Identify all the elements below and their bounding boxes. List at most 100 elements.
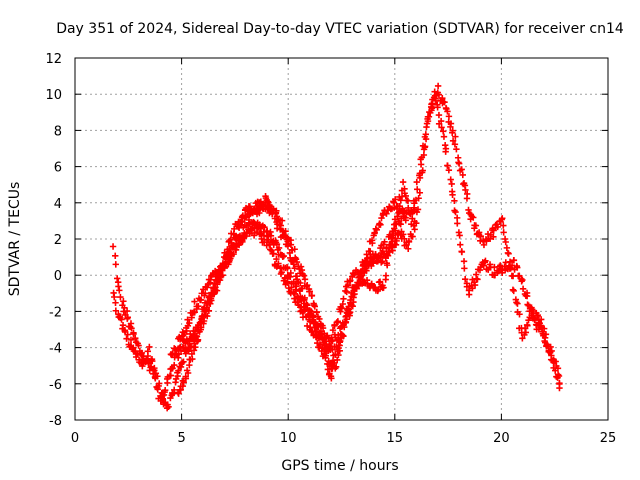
data-point-track-a xyxy=(469,285,476,292)
data-point-track-b xyxy=(442,104,450,112)
data-point-track-b xyxy=(463,195,471,202)
data-point-track-a xyxy=(449,191,456,199)
data-point-track-a xyxy=(405,245,412,252)
data-point-track-a xyxy=(414,206,422,213)
data-point-track-d xyxy=(184,369,192,377)
y-tick-label: 2 xyxy=(54,233,62,248)
data-point-track-b xyxy=(537,316,545,323)
data-point-track-d xyxy=(319,324,327,332)
data-point-track-a xyxy=(519,276,526,284)
data-point-track-d xyxy=(272,209,280,216)
data-point-track-d xyxy=(341,319,349,327)
data-point-track-b xyxy=(447,123,454,131)
data-point-track-a xyxy=(472,271,480,278)
data-point-track-d xyxy=(215,276,222,284)
data-point-track-d xyxy=(292,255,300,263)
data-point-track-b xyxy=(542,331,550,338)
data-point-track-c xyxy=(375,252,382,260)
data-point-track-c xyxy=(280,252,288,260)
y-tick-label: 0 xyxy=(54,269,62,284)
data-point-track-a xyxy=(451,197,458,205)
data-point-track-d xyxy=(239,218,246,225)
data-point-track-b xyxy=(472,222,480,229)
data-point-track-d xyxy=(256,206,263,214)
data-point-track-b xyxy=(500,222,507,229)
data-point-track-a xyxy=(409,233,416,240)
data-point-track-c xyxy=(379,247,386,255)
data-point-track-d xyxy=(361,262,368,270)
data-point-track-c xyxy=(307,310,314,317)
data-point-track-d xyxy=(363,251,370,258)
data-point-track-c xyxy=(328,365,335,373)
data-point-track-a xyxy=(416,189,424,196)
data-point-track-d xyxy=(291,246,298,253)
data-point-track-b xyxy=(134,350,141,357)
data-point-track-b xyxy=(439,95,446,102)
data-point-track-d xyxy=(337,330,345,338)
data-point-track-d xyxy=(300,272,308,279)
y-tick-label: -4 xyxy=(49,342,62,357)
data-point-track-a xyxy=(445,166,453,174)
data-point-track-c xyxy=(197,296,205,304)
data-point-track-d xyxy=(230,241,237,249)
data-point-track-c xyxy=(298,297,305,305)
data-point-track-b xyxy=(159,395,166,402)
data-point-track-a xyxy=(474,276,481,283)
data-point-track-b xyxy=(548,352,555,359)
y-tick-label: -8 xyxy=(49,414,62,429)
data-point-track-a xyxy=(413,219,420,227)
data-point-track-a xyxy=(316,341,324,348)
data-point-track-c xyxy=(284,265,291,272)
y-tick-label: 4 xyxy=(54,197,62,212)
data-point-track-c xyxy=(301,296,308,303)
data-point-track-b xyxy=(422,131,430,138)
data-point-track-a xyxy=(273,255,280,263)
data-point-track-b xyxy=(334,318,342,325)
data-point-track-b xyxy=(513,299,520,306)
x-tick-label: 15 xyxy=(387,431,404,446)
data-point-track-d xyxy=(313,309,320,316)
data-point-track-a xyxy=(112,252,119,259)
y-tick-label: 10 xyxy=(45,88,62,103)
data-point-track-a xyxy=(523,292,531,300)
data-point-track-b xyxy=(556,380,563,387)
data-point-track-c xyxy=(273,240,281,248)
data-point-track-b xyxy=(505,250,512,257)
data-point-track-a xyxy=(456,232,463,239)
data-point-track-b xyxy=(380,284,387,291)
data-point-track-b xyxy=(453,145,460,153)
data-point-track-b xyxy=(161,386,169,394)
data-point-track-c xyxy=(381,238,388,246)
y-tick-label: 8 xyxy=(54,124,62,139)
data-point-track-b xyxy=(193,332,200,340)
data-point-track-b xyxy=(494,223,501,231)
data-point-track-a xyxy=(116,287,123,294)
chart-title: Day 351 of 2024, Sidereal Day-to-day VTE… xyxy=(56,21,624,37)
data-point-track-a xyxy=(458,248,466,256)
data-point-track-d xyxy=(212,284,219,291)
y-tick-label: -6 xyxy=(49,378,62,393)
data-point-track-b xyxy=(150,370,157,377)
data-point-track-a xyxy=(131,335,139,343)
data-point-track-d xyxy=(278,217,286,224)
data-point-track-a xyxy=(275,260,282,267)
data-point-track-a xyxy=(400,231,407,238)
data-point-track-c xyxy=(184,316,191,323)
y-axis-title: SDTVAR / TECUs xyxy=(7,182,23,297)
data-point-track-c xyxy=(310,320,317,327)
data-point-track-b xyxy=(368,280,375,288)
data-point-track-c xyxy=(323,348,330,355)
data-point-track-b xyxy=(554,365,562,372)
data-point-track-a xyxy=(465,291,473,298)
data-point-track-d xyxy=(353,285,360,292)
data-point-track-a xyxy=(121,304,128,312)
data-point-track-d xyxy=(349,302,356,310)
data-point-track-c xyxy=(313,328,321,335)
data-point-track-b xyxy=(231,225,238,233)
data-point-track-b xyxy=(435,91,443,98)
data-point-track-b xyxy=(408,220,415,228)
data-point-track-a xyxy=(440,133,448,140)
data-point-track-c xyxy=(191,309,198,316)
data-point-track-b xyxy=(499,215,506,222)
data-point-track-d xyxy=(221,260,228,268)
